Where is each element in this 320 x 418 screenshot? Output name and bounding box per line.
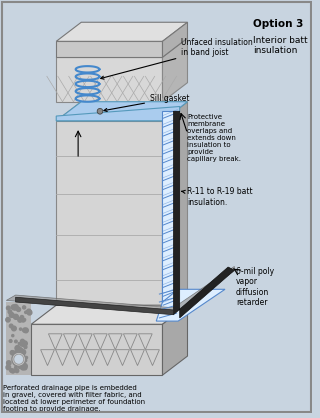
Circle shape [17, 354, 20, 357]
Circle shape [22, 364, 27, 369]
Circle shape [20, 339, 24, 343]
Circle shape [22, 341, 27, 346]
Circle shape [25, 357, 28, 359]
Circle shape [20, 364, 26, 370]
Circle shape [15, 346, 20, 351]
Circle shape [6, 365, 11, 370]
Polygon shape [163, 111, 178, 311]
Circle shape [14, 362, 16, 365]
Polygon shape [56, 102, 188, 121]
Circle shape [15, 369, 19, 372]
Polygon shape [56, 57, 163, 102]
Circle shape [14, 351, 18, 355]
Circle shape [11, 305, 16, 310]
Circle shape [20, 349, 26, 355]
Polygon shape [163, 305, 188, 375]
Circle shape [8, 310, 12, 314]
Polygon shape [163, 22, 188, 57]
Circle shape [24, 346, 27, 349]
Circle shape [6, 318, 10, 322]
Polygon shape [56, 102, 188, 121]
Circle shape [23, 366, 27, 370]
Polygon shape [156, 289, 225, 321]
Polygon shape [31, 305, 188, 324]
Circle shape [6, 361, 11, 365]
Circle shape [23, 319, 26, 321]
Circle shape [18, 364, 22, 368]
Circle shape [16, 361, 20, 364]
Circle shape [13, 305, 18, 310]
Circle shape [15, 340, 17, 343]
Polygon shape [31, 324, 163, 375]
Text: Perforated drainage pipe is embedded
in gravel, covered with filter fabric, and
: Perforated drainage pipe is embedded in … [3, 385, 145, 412]
Polygon shape [163, 38, 188, 102]
Circle shape [97, 108, 103, 114]
Text: Option 3: Option 3 [253, 18, 303, 28]
Circle shape [27, 310, 32, 315]
Circle shape [12, 352, 26, 366]
Circle shape [10, 369, 13, 372]
Circle shape [22, 342, 25, 344]
Text: Unfaced insulation
in band joist: Unfaced insulation in band joist [101, 38, 253, 79]
Polygon shape [56, 41, 163, 57]
Circle shape [21, 342, 26, 346]
Polygon shape [163, 102, 188, 324]
Circle shape [25, 311, 27, 314]
Circle shape [9, 340, 12, 342]
Circle shape [9, 324, 13, 328]
Circle shape [14, 354, 24, 364]
Circle shape [11, 369, 15, 373]
Circle shape [6, 306, 10, 310]
Circle shape [12, 326, 16, 331]
Circle shape [20, 316, 24, 319]
Polygon shape [56, 121, 163, 324]
Circle shape [19, 348, 23, 352]
Circle shape [18, 359, 23, 364]
Text: Protective
membrane
overlaps and
extends down
insulation to
provide
capillary br: Protective membrane overlaps and extends… [188, 115, 242, 163]
Polygon shape [173, 111, 234, 318]
Circle shape [17, 307, 20, 311]
Text: R-11 to R-19 batt
insulation.: R-11 to R-19 batt insulation. [182, 187, 253, 207]
Circle shape [19, 363, 21, 365]
Circle shape [18, 342, 20, 344]
Circle shape [21, 319, 25, 322]
Circle shape [18, 318, 22, 322]
Circle shape [21, 363, 24, 365]
Circle shape [13, 314, 18, 319]
Polygon shape [56, 107, 180, 121]
Circle shape [20, 341, 25, 346]
Text: 6-mil poly
vapor
diffusion
retarder: 6-mil poly vapor diffusion retarder [236, 267, 274, 307]
Circle shape [16, 357, 19, 361]
Circle shape [13, 307, 16, 310]
Circle shape [19, 352, 21, 354]
Circle shape [15, 316, 18, 319]
Circle shape [22, 306, 26, 309]
Polygon shape [56, 38, 188, 57]
Polygon shape [16, 297, 173, 315]
Circle shape [23, 358, 27, 362]
Circle shape [9, 313, 14, 317]
Text: Sill gasket: Sill gasket [104, 94, 189, 112]
Circle shape [12, 334, 14, 337]
Circle shape [10, 351, 14, 355]
Text: Interior batt
insulation: Interior batt insulation [253, 36, 308, 56]
Polygon shape [6, 266, 234, 313]
Circle shape [15, 366, 17, 369]
Polygon shape [6, 302, 31, 375]
Circle shape [23, 328, 27, 332]
Circle shape [12, 351, 16, 356]
Polygon shape [56, 22, 188, 41]
Circle shape [20, 328, 22, 330]
Circle shape [16, 353, 22, 359]
Circle shape [24, 328, 28, 333]
Circle shape [27, 309, 31, 314]
